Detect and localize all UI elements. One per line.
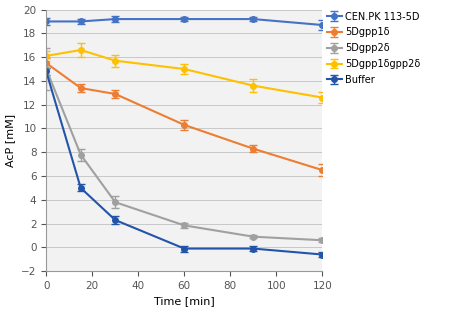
Legend: CEN.PK 113-5D, 5Dgpp1δ, 5Dgpp2δ, 5Dgpp1δgpp2δ, Buffer: CEN.PK 113-5D, 5Dgpp1δ, 5Dgpp2δ, 5Dgpp1δ… xyxy=(325,10,423,87)
X-axis label: Time [min]: Time [min] xyxy=(154,296,215,306)
Y-axis label: AcP [mM]: AcP [mM] xyxy=(6,114,16,167)
